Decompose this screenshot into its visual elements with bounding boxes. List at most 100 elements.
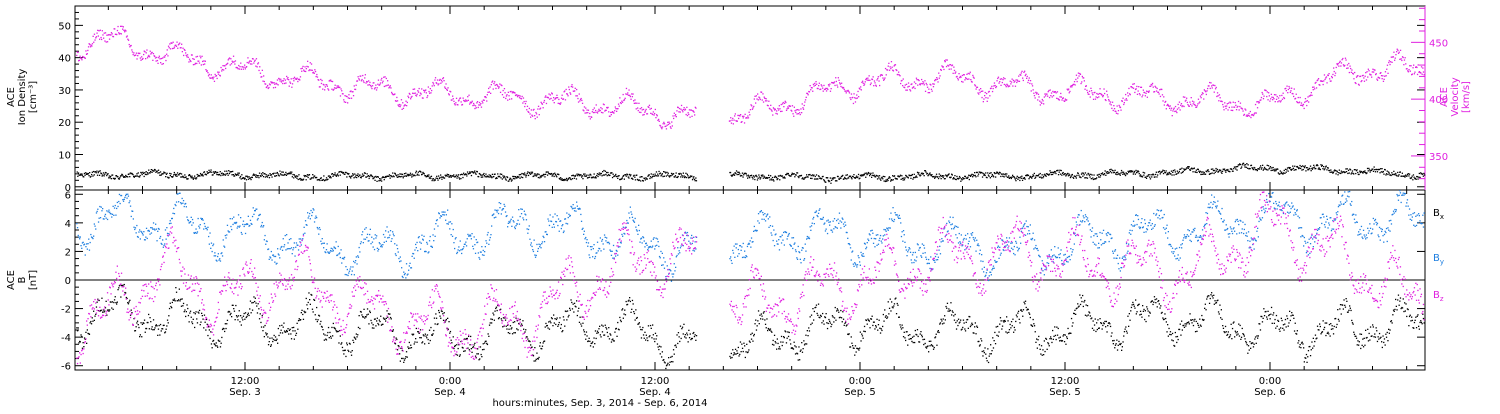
data-point [855, 98, 856, 99]
data-point [239, 310, 240, 311]
data-point [320, 79, 321, 80]
data-point [1274, 94, 1275, 95]
data-point [559, 179, 560, 180]
data-point [1005, 85, 1006, 86]
data-point [904, 177, 905, 178]
data-point [277, 173, 278, 174]
data-point [122, 174, 123, 175]
data-point [108, 309, 109, 310]
data-point [1423, 71, 1424, 72]
data-point [937, 79, 938, 80]
data-point [682, 111, 683, 112]
data-point [77, 52, 78, 53]
data-point [397, 100, 398, 101]
data-point [191, 317, 192, 318]
data-point [1313, 167, 1314, 168]
data-point [582, 175, 583, 176]
data-point [274, 335, 275, 336]
data-point [478, 353, 479, 354]
data-point [571, 84, 572, 85]
data-point [180, 176, 181, 177]
data-point [853, 174, 854, 175]
data-point [106, 175, 107, 176]
data-point [432, 335, 433, 336]
data-point [1147, 176, 1148, 177]
data-point [178, 299, 179, 300]
data-point [1211, 169, 1212, 170]
data-point [1138, 90, 1139, 91]
data-point [411, 96, 412, 97]
data-point [203, 60, 204, 61]
data-point [179, 43, 180, 44]
data-point [1156, 172, 1157, 173]
data-point [332, 81, 333, 82]
data-point [102, 30, 103, 31]
data-point [144, 176, 145, 177]
data-point [442, 311, 443, 312]
data-point [435, 323, 436, 324]
data-point [245, 312, 246, 313]
data-point [737, 174, 738, 175]
data-point [275, 336, 276, 337]
data-point [416, 95, 417, 96]
data-point [337, 173, 338, 174]
data-point [550, 98, 551, 99]
data-point [649, 105, 650, 106]
data-point [348, 97, 349, 98]
data-point [1082, 176, 1083, 177]
data-point [653, 111, 654, 112]
data-point [1000, 172, 1001, 173]
data-point [1272, 99, 1273, 100]
data-point [179, 300, 180, 301]
data-point [294, 174, 295, 175]
data-point [1418, 64, 1419, 65]
data-point [1073, 84, 1074, 85]
data-point [482, 176, 483, 177]
data-point [261, 76, 262, 77]
data-point [630, 96, 631, 97]
data-point [730, 117, 731, 118]
data-point [399, 104, 400, 105]
data-point [1380, 72, 1381, 73]
data-point [149, 317, 150, 318]
data-point [1142, 95, 1143, 96]
data-point [264, 173, 265, 174]
data-point [440, 174, 441, 175]
data-point [1237, 166, 1238, 167]
data-point [735, 173, 736, 174]
data-point [405, 358, 406, 359]
data-point [205, 69, 206, 70]
data-point [125, 30, 126, 31]
data-point [97, 302, 98, 303]
data-point [770, 105, 771, 106]
data-point [247, 314, 248, 315]
data-point [952, 178, 953, 179]
data-point [244, 319, 245, 320]
data-point [342, 347, 343, 348]
data-point [1021, 71, 1022, 72]
data-point [216, 172, 217, 173]
data-point [473, 103, 474, 104]
data-point [1117, 113, 1118, 114]
data-point [692, 179, 693, 180]
data-point [1141, 96, 1142, 97]
data-point [803, 109, 804, 110]
data-point [213, 340, 214, 341]
data-point [991, 176, 992, 177]
data-point [1348, 63, 1349, 64]
data-point [321, 80, 322, 81]
data-point [925, 172, 926, 173]
data-point [1086, 85, 1087, 86]
data-point [649, 109, 650, 110]
data-point [597, 112, 598, 113]
data-point [128, 303, 129, 304]
data-point [174, 174, 175, 175]
data-point [269, 173, 270, 174]
data-point [227, 63, 228, 64]
data-point [1412, 74, 1413, 75]
data-point [1038, 94, 1039, 95]
data-point [1049, 170, 1050, 171]
data-point [907, 86, 908, 87]
data-point [901, 175, 902, 176]
data-point [668, 173, 669, 174]
